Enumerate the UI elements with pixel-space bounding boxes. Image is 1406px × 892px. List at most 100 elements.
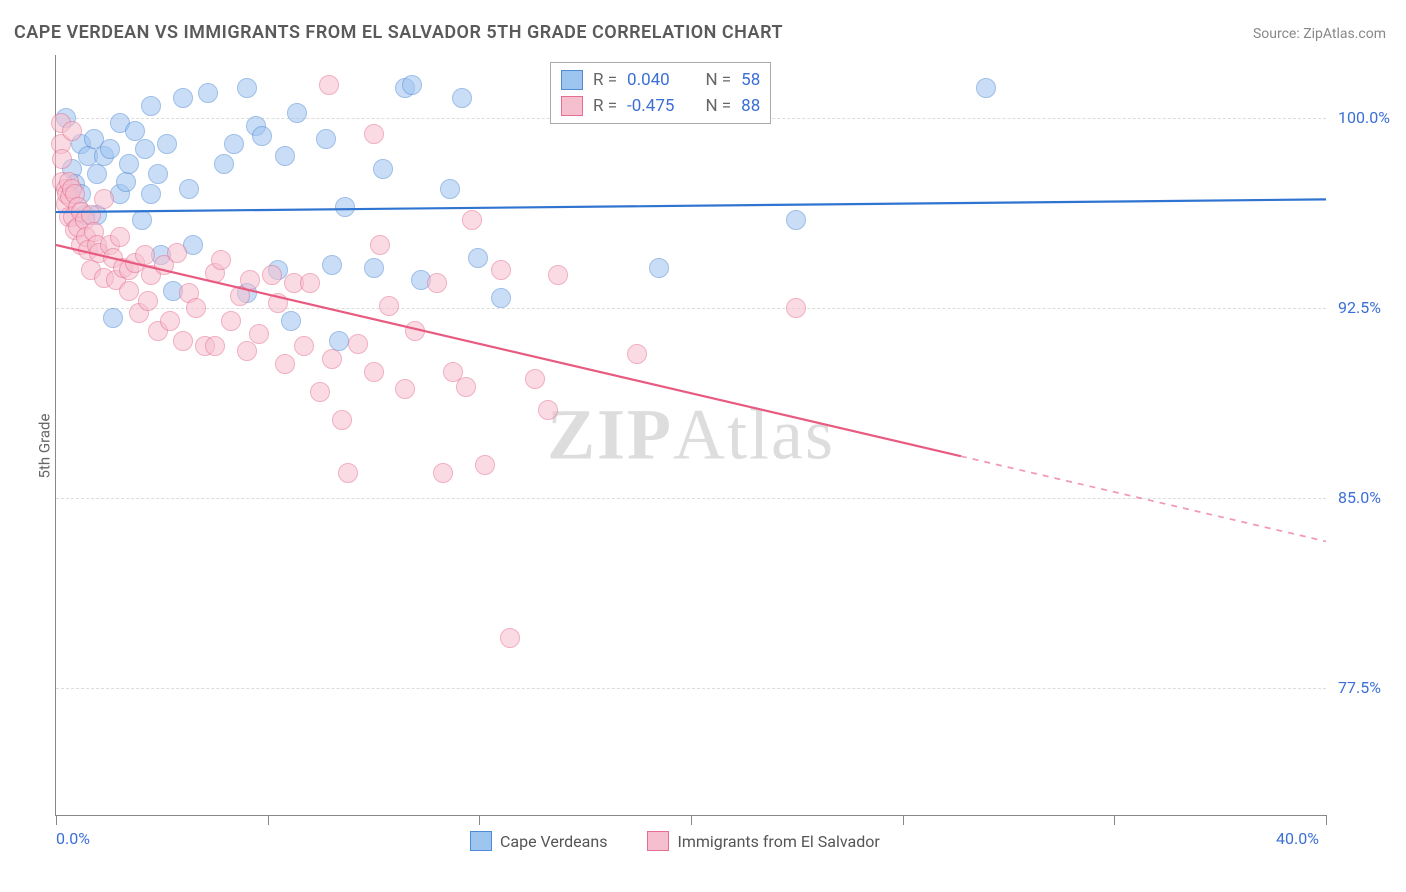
watermark: ZIPAtlas: [547, 394, 835, 477]
x-tick-label: 0.0%: [56, 829, 90, 848]
scatter-point: [427, 273, 447, 293]
legend-label: Cape Verdeans: [500, 832, 607, 851]
legend-label: Immigrants from El Salvador: [677, 832, 879, 851]
scatter-point: [786, 298, 806, 318]
legend-swatch: [470, 831, 492, 851]
scatter-point: [287, 103, 307, 123]
scatter-point: [157, 134, 177, 154]
scatter-point: [319, 75, 339, 95]
x-tick-label: 40.0%: [1276, 829, 1319, 848]
x-tick-mark: [1326, 815, 1327, 825]
x-tick-mark: [1114, 815, 1115, 825]
scatter-point: [322, 349, 342, 369]
scatter-point: [275, 146, 295, 166]
x-tick-mark: [903, 815, 904, 825]
scatter-point: [364, 124, 384, 144]
scatter-point: [205, 336, 225, 356]
chart-title: CAPE VERDEAN VS IMMIGRANTS FROM EL SALVA…: [14, 22, 783, 43]
scatter-point: [294, 336, 314, 356]
legend-swatch: [647, 831, 669, 851]
scatter-point: [462, 210, 482, 230]
scatter-point: [976, 78, 996, 98]
scatter-point: [94, 189, 114, 209]
series-legend: Cape Verdeans Immigrants from El Salvador: [470, 831, 880, 851]
scatter-point: [214, 154, 234, 174]
x-tick-mark: [56, 815, 57, 825]
scatter-point: [322, 255, 342, 275]
stats-legend: R = 0.040 N = 58R = -0.475 N = 88: [550, 62, 771, 124]
scatter-point: [402, 75, 422, 95]
scatter-point: [335, 197, 355, 217]
scatter-point: [649, 258, 669, 278]
scatter-point: [87, 164, 107, 184]
scatter-point: [141, 96, 161, 116]
scatter-point: [221, 311, 241, 331]
scatter-point: [379, 296, 399, 316]
scatter-point: [373, 159, 393, 179]
scatter-point: [237, 341, 257, 361]
legend-item: Cape Verdeans: [470, 831, 607, 851]
scatter-point: [316, 129, 336, 149]
scatter-point: [627, 344, 647, 364]
scatter-point: [240, 270, 260, 290]
legend-item: Immigrants from El Salvador: [647, 831, 879, 851]
scatter-point: [186, 298, 206, 318]
scatter-point: [364, 258, 384, 278]
scatter-point: [173, 88, 193, 108]
scatter-point: [268, 293, 288, 313]
trend-lines: [56, 55, 1326, 815]
scatter-point: [237, 78, 257, 98]
scatter-point: [440, 179, 460, 199]
scatter-point: [475, 455, 495, 475]
scatter-point: [525, 369, 545, 389]
scatter-point: [452, 88, 472, 108]
scatter-point: [500, 628, 520, 648]
scatter-point: [491, 288, 511, 308]
source-label: Source: ZipAtlas.com: [1253, 26, 1386, 42]
y-tick-label: 77.5%: [1338, 678, 1381, 697]
scatter-point: [119, 154, 139, 174]
y-axis-label: 5th Grade: [35, 414, 53, 479]
scatter-point: [370, 235, 390, 255]
y-tick-label: 92.5%: [1338, 298, 1381, 317]
gridline: [56, 688, 1326, 689]
scatter-point: [62, 121, 82, 141]
scatter-point: [468, 248, 488, 268]
scatter-point: [310, 382, 330, 402]
scatter-point: [103, 308, 123, 328]
scatter-point: [179, 179, 199, 199]
scatter-point: [538, 400, 558, 420]
scatter-point: [132, 210, 152, 230]
scatter-point: [405, 321, 425, 341]
gridline: [56, 308, 1326, 309]
scatter-point: [211, 250, 231, 270]
scatter-point: [198, 83, 218, 103]
scatter-point: [433, 463, 453, 483]
x-tick-mark: [691, 815, 692, 825]
scatter-point: [135, 245, 155, 265]
scatter-point: [491, 260, 511, 280]
plot-area: ZIPAtlas 100.0%92.5%85.0%77.5%0.0%40.0%: [55, 55, 1326, 816]
scatter-point: [348, 334, 368, 354]
scatter-point: [281, 311, 301, 331]
scatter-point: [52, 149, 72, 169]
x-tick-mark: [268, 815, 269, 825]
x-tick-mark: [479, 815, 480, 825]
scatter-point: [786, 210, 806, 230]
scatter-point: [141, 184, 161, 204]
scatter-point: [116, 172, 136, 192]
scatter-point: [160, 311, 180, 331]
y-tick-label: 100.0%: [1338, 108, 1390, 127]
scatter-point: [173, 331, 193, 351]
y-tick-label: 85.0%: [1338, 488, 1381, 507]
gridline: [56, 498, 1326, 499]
scatter-point: [300, 273, 320, 293]
scatter-point: [252, 126, 272, 146]
scatter-point: [148, 164, 168, 184]
scatter-point: [332, 410, 352, 430]
scatter-point: [338, 463, 358, 483]
scatter-point: [119, 281, 139, 301]
scatter-point: [364, 362, 384, 382]
legend-swatch: [561, 70, 583, 90]
scatter-point: [249, 324, 269, 344]
